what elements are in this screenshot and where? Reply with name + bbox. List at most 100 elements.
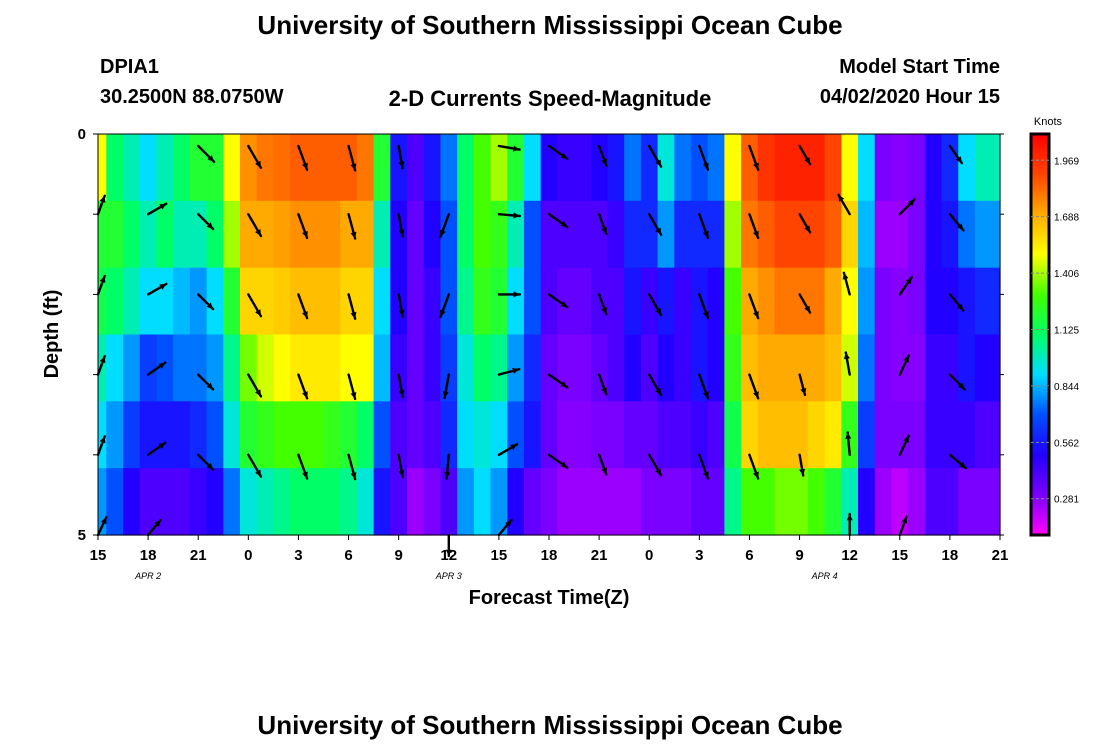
heatmap-cell [958,134,976,202]
current-vector-head [302,471,308,479]
current-vector-head [804,157,811,165]
colorbar-tick-label: 0.281 [1054,495,1079,506]
heatmap-cell [707,401,725,469]
current-vector-head [655,159,662,167]
heatmap-cell [674,134,692,202]
heatmap-cell [707,334,725,402]
current-vector-head [255,469,261,477]
heatmap-cell [941,134,959,202]
heatmap-cell [607,334,625,402]
heatmap-cell [958,200,976,269]
heatmap-cell [674,334,692,402]
heatmap-cell [590,134,609,202]
current-vector-head [601,467,607,475]
heatmap-cell [390,334,408,402]
date-label: APR 4 [811,571,838,581]
current-vector-head [398,229,405,237]
heatmap-cell [256,401,274,469]
current-vector-head [901,516,908,524]
heatmap-cell [874,267,893,336]
heatmap-cell [757,267,776,336]
heatmap-cell [273,334,291,402]
heatmap-cell [707,267,725,336]
x-tick-label: 21 [190,547,207,564]
heatmap-cell [373,134,391,202]
current-vector-head [439,309,446,317]
current-vector-head [903,355,909,363]
heatmap-cell [306,134,325,202]
heatmap-cell [841,267,859,336]
heatmap-cell [390,468,408,536]
heatmap-cell [373,401,391,469]
heatmap-cell [306,401,325,469]
heatmap-cell [106,134,124,202]
heatmap-cell [523,134,542,202]
heatmap-cell [306,468,325,536]
current-vector-head [804,225,811,233]
heatmap-cell [958,401,976,469]
heatmap-cell [774,334,792,402]
heatmap-cell [690,200,709,269]
heatmap-cell [156,468,174,536]
heatmap-cell [574,200,592,269]
current-vector-head [99,195,106,203]
heatmap-cell [757,334,776,402]
heatmap-cell [256,200,274,269]
current-vector-head [206,463,214,470]
current-vector-head [753,230,759,238]
current-vector-head [753,311,759,319]
current-vector-head [439,229,446,237]
heatmap-cell [791,468,809,536]
current-vector-head [753,162,759,170]
heatmap-cell [323,267,341,336]
current-vector-head [512,145,520,152]
heatmap-cell [991,468,1001,536]
heatmap-cell [724,334,742,402]
heatmap-cell [356,267,375,336]
heatmap-cell [123,267,141,336]
heatmap-cell [607,267,625,336]
current-vector-head [159,203,167,210]
heatmap-cell [423,134,442,202]
heatmap-cell [139,401,158,469]
current-vector-head [702,162,709,170]
heatmap-cell [340,134,358,202]
heatmap-cell [440,200,458,269]
heatmap-cell [256,334,274,402]
heatmap-cell [273,134,291,202]
heatmap-cell [707,200,725,269]
heatmap-cell [991,267,1001,336]
heatmap-cell [457,134,475,202]
colorbar-tick-label: 1.969 [1054,156,1079,167]
heatmap-cell [239,267,258,336]
heatmap-cell [490,134,508,202]
heatmap-cell [206,334,224,402]
heatmap-cell [356,334,375,402]
x-tick-label: 12 [440,547,457,564]
heatmap-cell [991,401,1001,469]
current-vector-head [158,362,166,369]
heatmap-cell [139,134,158,202]
x-tick-label: 15 [891,547,908,564]
current-vector-head [655,308,662,315]
current-vector-head [398,161,405,169]
heatmap-cell [958,267,976,336]
heatmap-cell [306,200,325,269]
heatmap-cell [156,267,174,336]
heatmap-cell [256,267,274,336]
heatmap-cell [590,200,609,269]
heatmap-cell [290,401,308,469]
heatmap-cell [924,200,943,269]
heatmap [98,134,1001,536]
heatmap-cell [156,334,174,402]
current-vector-head [302,162,308,170]
heatmap-cell [657,200,675,269]
colorbar-label: Knots [1034,116,1063,128]
heatmap-cell [390,134,408,202]
current-vector-head [158,442,166,449]
current-vector-head [804,305,811,313]
current-vector-head [655,468,662,476]
heatmap-cell [941,200,959,269]
heatmap-cell [356,401,375,469]
heatmap-cell [624,267,642,336]
